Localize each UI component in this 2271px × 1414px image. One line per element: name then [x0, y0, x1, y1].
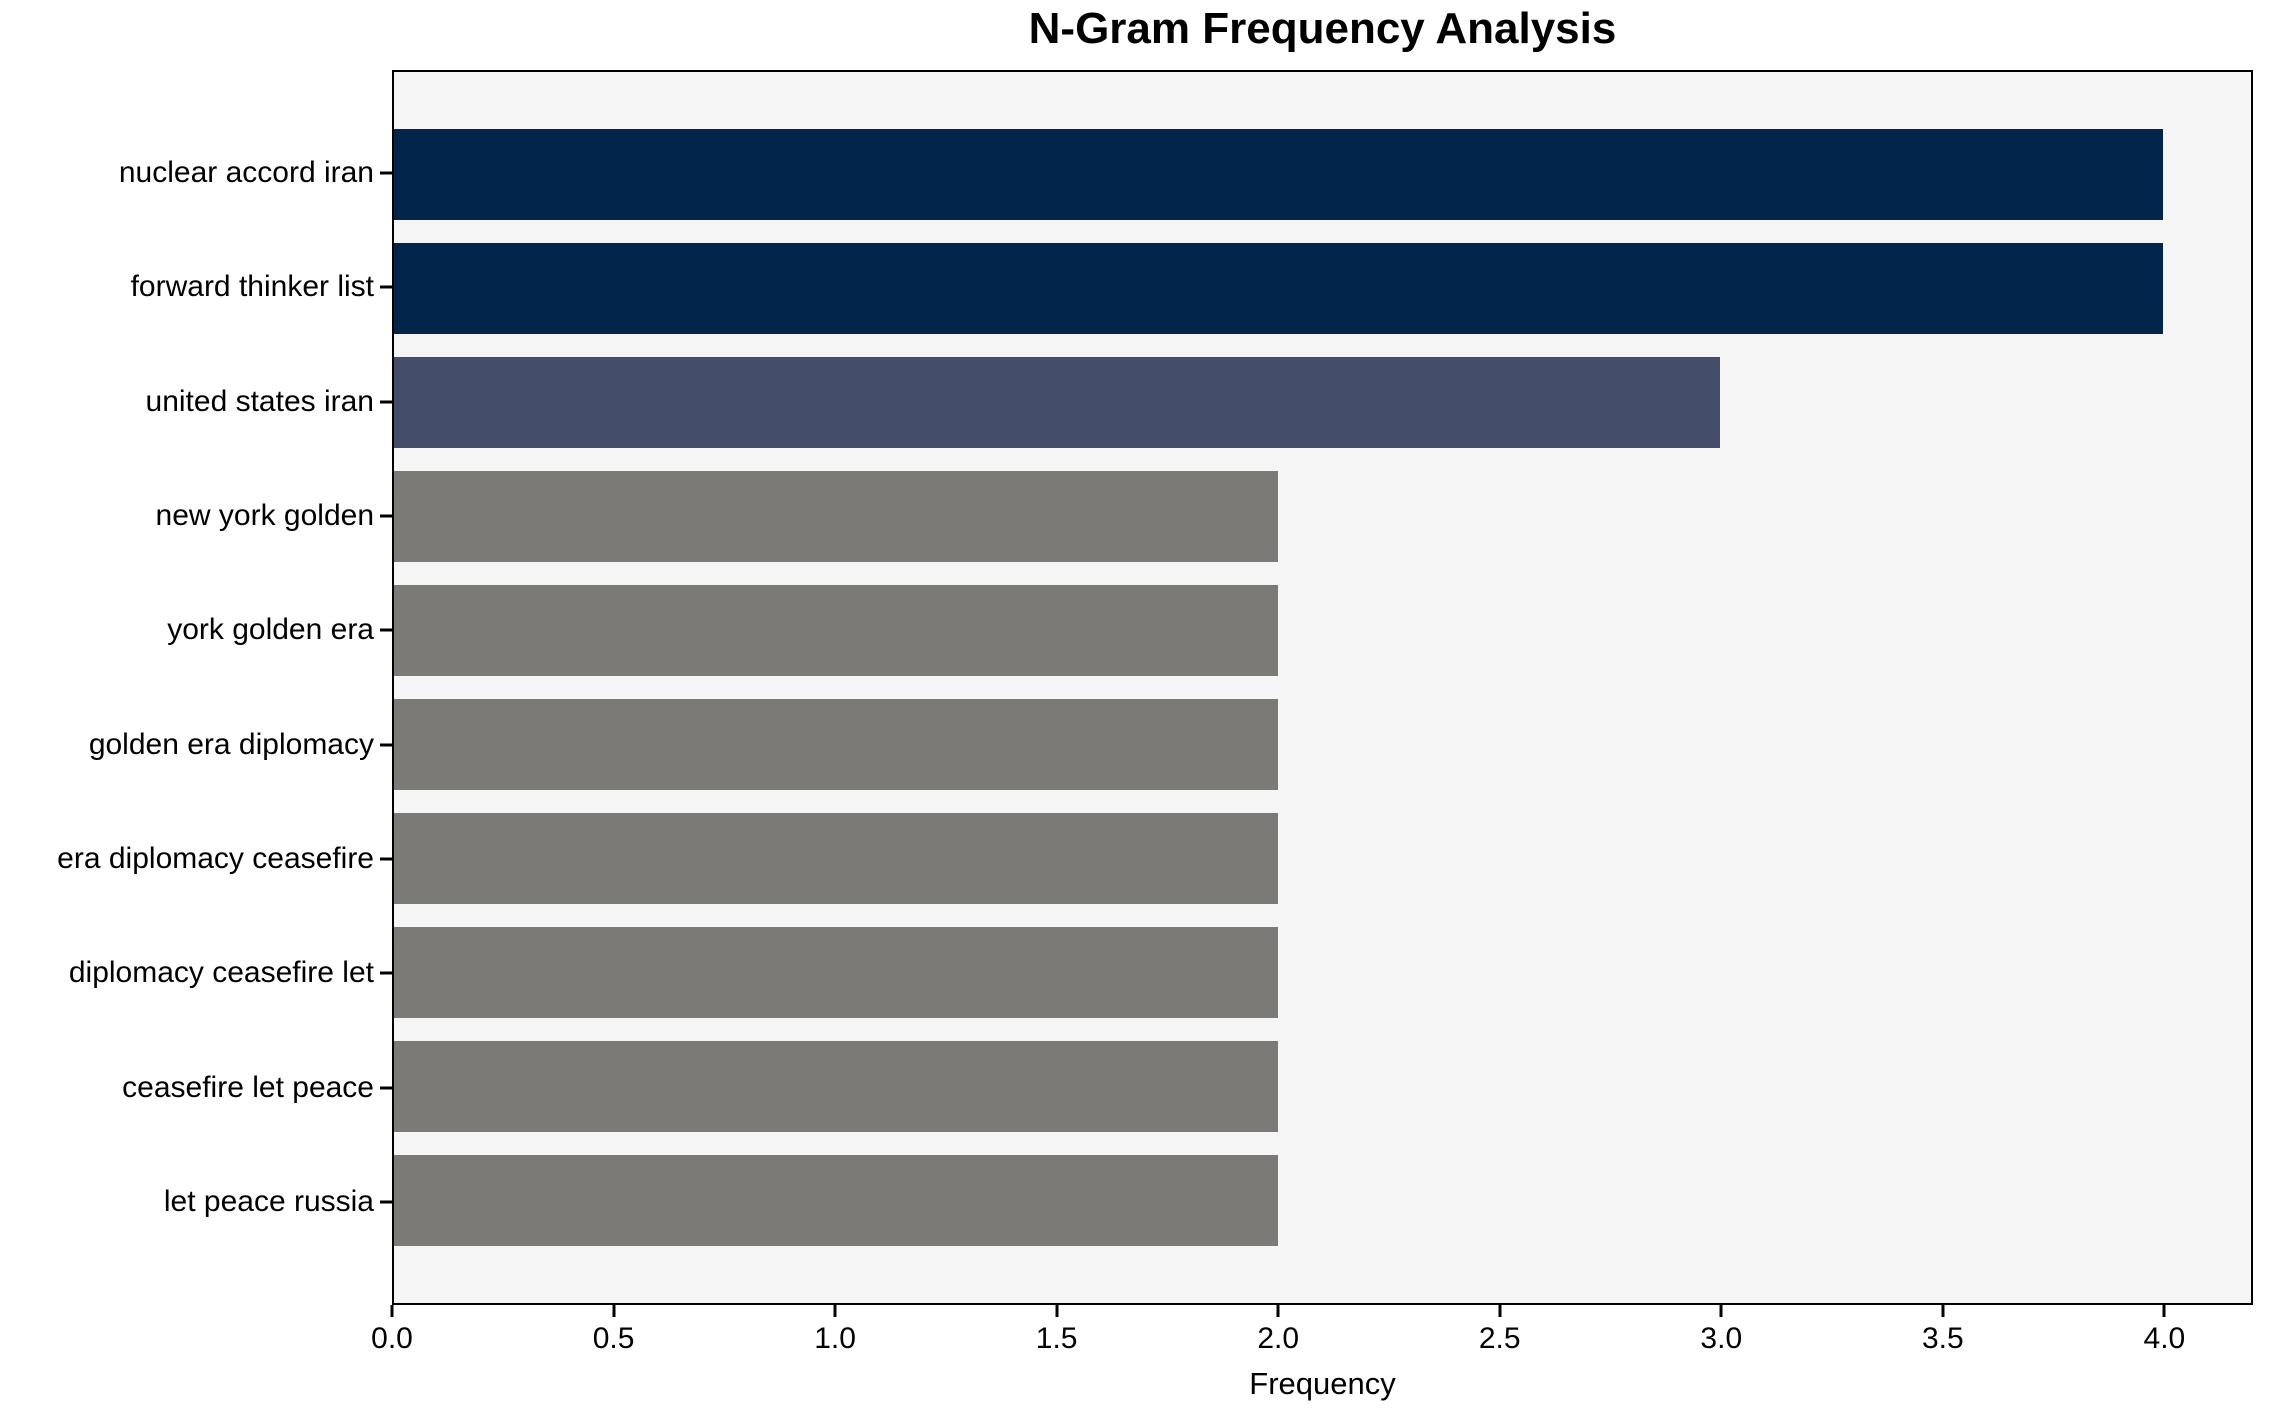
x-tick-mark — [1941, 1305, 1945, 1317]
y-tick-label: let peace russia — [163, 1185, 374, 1219]
y-tick-mark — [380, 857, 392, 861]
bars-container — [394, 72, 2251, 1303]
x-tick-mark — [390, 1305, 394, 1317]
y-tick-label: new york golden — [155, 498, 374, 532]
x-tick-mark — [2162, 1305, 2166, 1317]
x-tick-label: 2.0 — [1257, 1322, 1300, 1355]
x-tick-mark — [1055, 1305, 1059, 1317]
y-tick-label: york golden era — [167, 613, 374, 647]
y-tick-label: golden era diplomacy — [88, 727, 374, 761]
x-axis-ticks — [390, 1305, 2253, 1317]
y-tick-label: ceasefire let peace — [122, 1070, 374, 1104]
bar-era-diplomacy-ceasefire — [394, 812, 1279, 905]
x-tick-mark — [1276, 1305, 1280, 1317]
y-tick-label: diplomacy ceasefire let — [68, 956, 374, 990]
x-tick-label: 3.0 — [1700, 1322, 1743, 1355]
y-tick-mark — [380, 971, 392, 975]
x-tick-label: 4.0 — [2143, 1322, 2186, 1355]
y-tick-mark — [380, 1200, 392, 1204]
x-tick-mark — [1719, 1305, 1723, 1317]
bar-york-golden-era — [394, 584, 1279, 677]
x-tick-label: 1.0 — [814, 1322, 856, 1355]
y-tick-label: forward thinker list — [130, 270, 374, 304]
y-tick-mark — [380, 285, 392, 289]
x-tick-mark — [612, 1305, 616, 1317]
bar-golden-era-diplomacy — [394, 698, 1279, 791]
x-tick-label: 1.5 — [1035, 1322, 1078, 1355]
y-tick-mark — [380, 743, 392, 747]
plot-area — [392, 70, 2253, 1305]
y-tick-mark — [380, 514, 392, 518]
x-axis-tick-labels: 0.0 0.5 1.0 1.5 2.0 2.5 3.0 3.5 4.0 — [371, 1322, 2253, 1362]
y-tick-mark — [380, 1086, 392, 1090]
y-tick-mark — [380, 400, 392, 404]
x-tick-label: 0.0 — [371, 1322, 413, 1355]
y-tick-mark — [380, 628, 392, 632]
y-axis-ticks — [378, 70, 392, 1305]
y-axis-labels: nuclear accord iran forward thinker list u… — [0, 70, 374, 1305]
x-axis-title: Frequency — [1249, 1366, 1396, 1401]
x-tick-label: 0.5 — [592, 1322, 635, 1355]
bar-united-states-iran — [394, 356, 1721, 449]
x-tick-label: 3.5 — [1921, 1322, 1964, 1355]
chart-title: N-Gram Frequency Analysis — [1028, 4, 1617, 53]
x-tick-mark — [1498, 1305, 1502, 1317]
x-tick-mark — [833, 1305, 837, 1317]
y-tick-label: nuclear accord iran — [118, 155, 374, 189]
x-tick-label: 2.5 — [1478, 1322, 1521, 1355]
bar-diplomacy-ceasefire-let — [394, 926, 1279, 1019]
bar-nuclear-accord-iran — [394, 128, 2163, 221]
y-tick-label: united states iran — [145, 384, 374, 418]
bar-new-york-golden — [394, 470, 1279, 563]
bar-ceasefire-let-peace — [394, 1040, 1279, 1132]
y-tick-mark — [380, 171, 392, 175]
bar-forward-thinker-list — [394, 242, 2163, 335]
y-tick-label: era diplomacy ceasefire — [57, 842, 374, 876]
bar-let-peace-russia — [394, 1154, 1279, 1246]
